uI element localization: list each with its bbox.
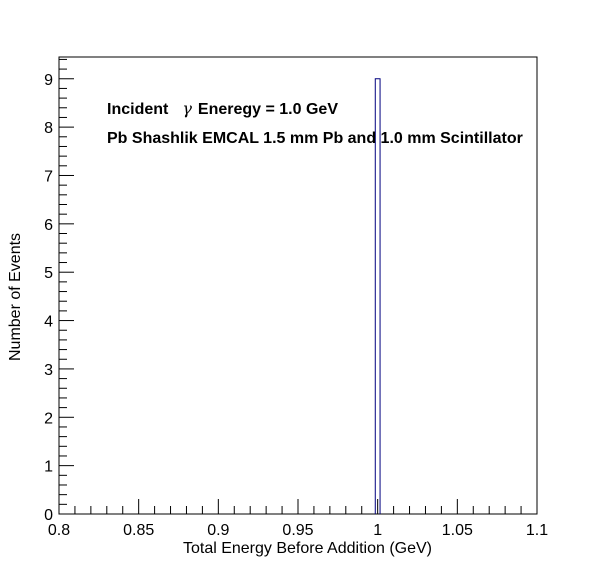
y-tick-label: 1: [44, 459, 53, 476]
annotation-incident-text: Eneregy = 1.0 GeV: [198, 101, 338, 118]
y-tick-label: 3: [44, 362, 53, 379]
annotation-incident-prefix: Incident: [107, 101, 169, 118]
x-tick-label: 0.95: [282, 522, 313, 539]
y-axis-tick-labels: 0 1 2 3 4 5 6 7 8 9: [44, 72, 53, 524]
histogram-bins: [374, 78, 381, 514]
x-tick-label: 0.85: [123, 522, 154, 539]
y-tick-label: 0: [44, 507, 53, 524]
y-tick-label: 9: [44, 72, 53, 89]
x-tick-label: 0.8: [48, 522, 70, 539]
y-axis-ticks: [59, 58, 74, 515]
x-tick-label: 1: [373, 522, 382, 539]
y-tick-label: 2: [44, 410, 53, 427]
x-axis-tick-labels: 0.8 0.85 0.9 0.95 1 1.05 1.1: [48, 522, 548, 539]
y-axis-title: Number of Events: [7, 233, 24, 361]
plot-frame: [58, 56, 538, 515]
histogram-bin: [374, 78, 381, 514]
x-axis-ticks: [58, 499, 538, 514]
x-tick-label: 1.05: [442, 522, 473, 539]
x-axis-title: Total Energy Before Addition (GeV): [183, 540, 432, 557]
gamma-symbol: γ: [182, 99, 192, 118]
y-tick-label: 5: [44, 265, 53, 282]
y-tick-label: 6: [44, 217, 53, 234]
annotation-detector: Pb Shashlik EMCAL 1.5 mm Pb and 1.0 mm S…: [107, 130, 523, 147]
x-tick-label: 0.9: [207, 522, 229, 539]
x-tick-label: 1.1: [526, 522, 548, 539]
y-tick-label: 7: [44, 168, 53, 185]
annotation-incident: Incident γ Eneregy = 1.0 GeV: [107, 99, 338, 118]
y-tick-label: 4: [44, 314, 53, 331]
y-tick-label: 8: [44, 120, 53, 137]
